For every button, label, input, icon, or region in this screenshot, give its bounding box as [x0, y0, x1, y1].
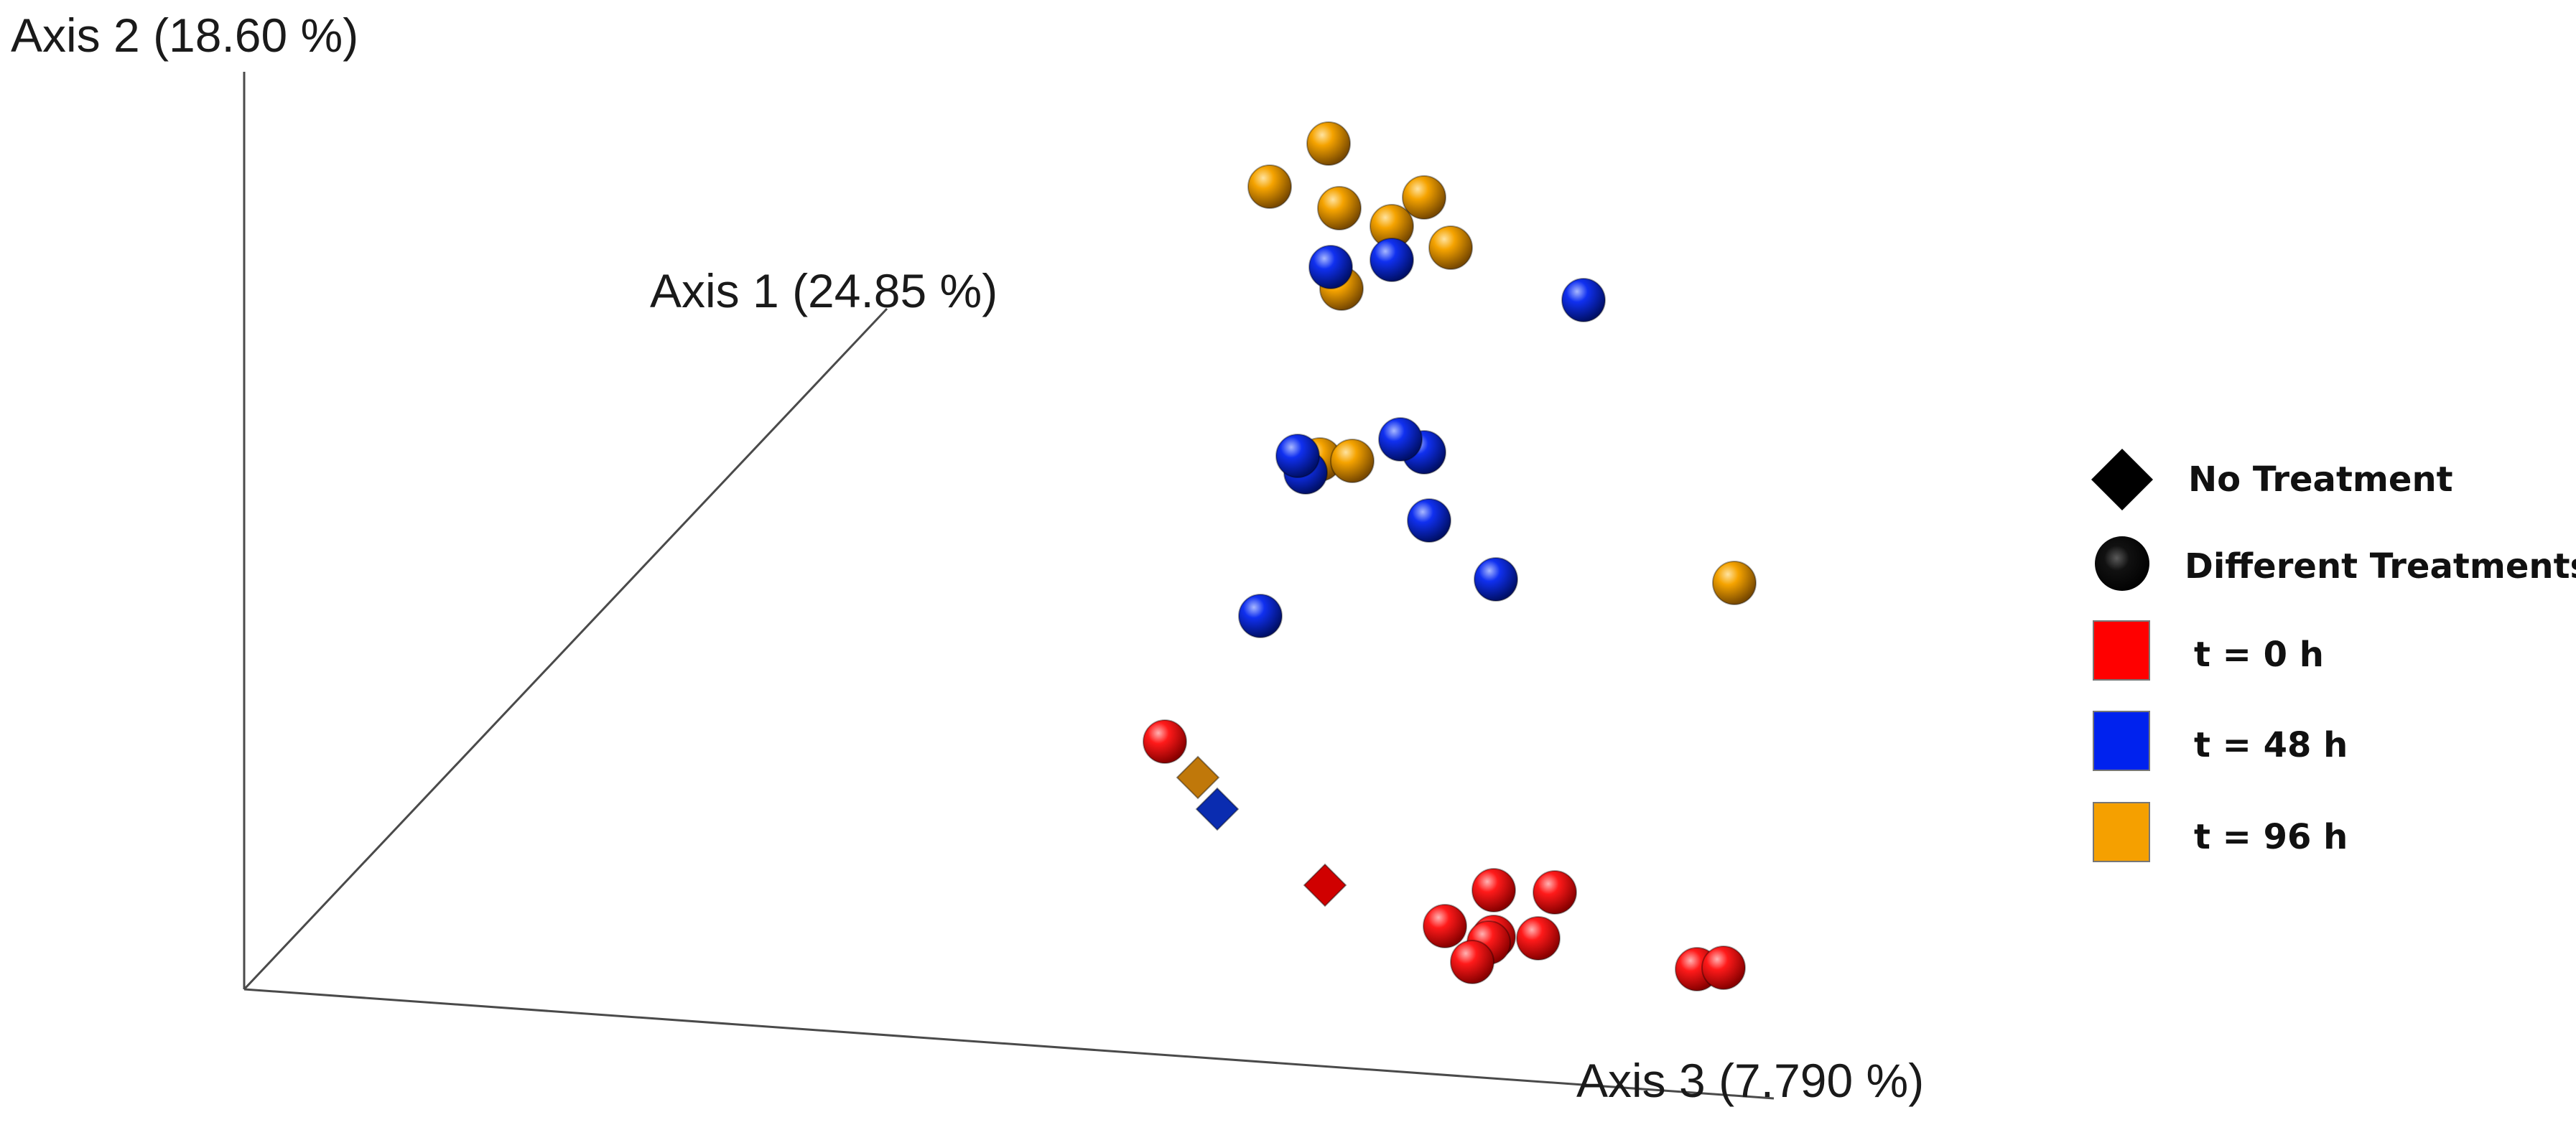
legend-label-t96: t = 96 h	[2194, 817, 2348, 857]
point-t-96-h-2	[1247, 164, 1292, 209]
point-t-96-h-4	[1402, 175, 1446, 220]
point-t-0-h-8	[1450, 940, 1494, 984]
point-no-treatment-1	[1176, 755, 1220, 800]
point-t-0-h-1	[1143, 719, 1187, 764]
point-t-0-h-7	[1516, 916, 1561, 961]
legend-sphere-marker	[2095, 536, 2149, 591]
axis3-line	[243, 988, 1775, 1100]
point-t-96-h-6	[1428, 225, 1473, 270]
axis3-label: Axis 3 (7.790 %)	[1576, 1054, 1924, 1107]
legend-diamond-marker	[2091, 449, 2153, 510]
point-t-0-h-10	[1701, 945, 1746, 990]
point-t-96-h-3	[1317, 186, 1362, 230]
axis2-label: Axis 2 (18.60 %)	[11, 9, 358, 62]
legend-label-different-treatments: Different Treatments	[2185, 546, 2576, 587]
point-t-96-h-10	[1712, 561, 1757, 605]
point-t-96-h-9	[1330, 439, 1375, 483]
legend-shape-item: Different Treatments	[2095, 536, 2576, 591]
point-t-96-h-1	[1306, 121, 1351, 166]
point-t-0-h-2	[1471, 868, 1516, 912]
legend-swatch-t48	[2093, 711, 2150, 771]
axis1-label: Axis 1 (24.85 %)	[650, 264, 998, 317]
legend: No Treatment Different Treatments t = 0 …	[2091, 449, 2576, 862]
axis1-line	[243, 307, 888, 991]
point-t-48-h-9	[1474, 557, 1518, 602]
point-no-treatment-2	[1195, 787, 1240, 831]
legend-label-no-treatment: No Treatment	[2188, 459, 2453, 500]
legend-color-item: t = 96 h	[2093, 802, 2348, 862]
point-t-48-h-5	[1275, 434, 1320, 478]
point-t-0-h-4	[1423, 904, 1467, 948]
legend-label-t0: t = 0 h	[2194, 635, 2324, 675]
point-t-48-h-8	[1407, 498, 1451, 543]
point-t-48-h-7	[1378, 417, 1423, 462]
point-t-0-h-3	[1533, 870, 1577, 915]
legend-shape-item: No Treatment	[2091, 449, 2453, 510]
point-t-48-h-3	[1561, 278, 1606, 322]
legend-color-item: t = 48 h	[2093, 711, 2348, 771]
point-no-treatment-3	[1303, 863, 1347, 907]
legend-swatch-t96	[2093, 802, 2150, 862]
point-t-48-h-2	[1370, 238, 1414, 282]
point-t-48-h-1	[1308, 245, 1353, 289]
legend-label-t48: t = 48 h	[2194, 725, 2348, 765]
legend-color-item: t = 0 h	[2093, 620, 2324, 681]
legend-swatch-t0	[2093, 620, 2150, 681]
point-t-48-h-10	[1238, 594, 1283, 638]
data-points	[1143, 121, 1757, 991]
